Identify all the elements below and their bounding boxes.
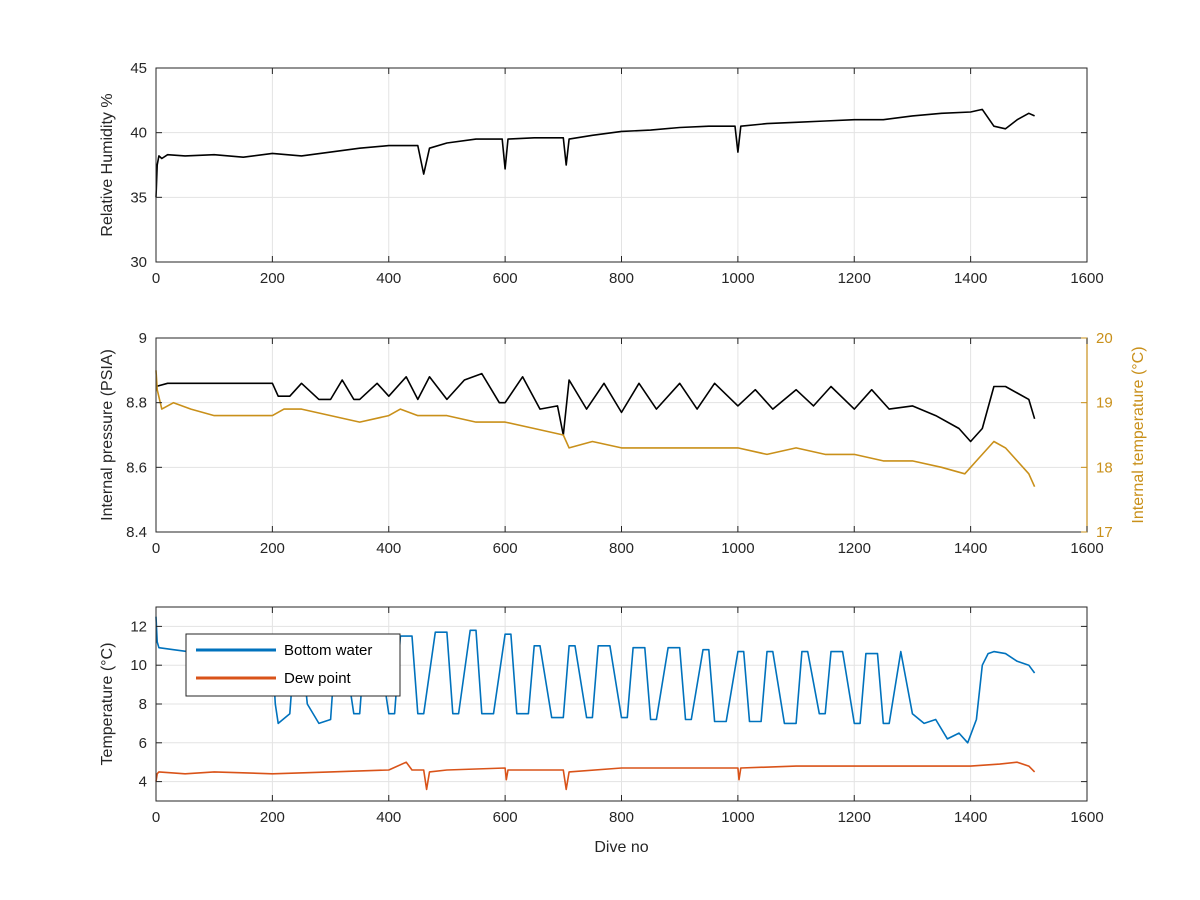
chart-panel-bottom: 0 200 400 600 800 1000 1200 1400 1600 4 6 8 10 12 Temp… <box>99 606 1104 856</box>
y-right-tick-label: 19 <box>1096 395 1113 412</box>
x-tick-label: 1000 <box>721 540 754 557</box>
x-tick-label: 1200 <box>838 270 871 287</box>
x-tick-label: 800 <box>609 540 634 557</box>
y-tick-label: 9 <box>139 330 147 347</box>
x-tick-label: 0 <box>152 270 160 287</box>
x-tick-label: 1200 <box>838 809 871 826</box>
x-tick-label: 200 <box>260 809 285 826</box>
x-tick-label: 400 <box>376 540 401 557</box>
y-tick-label: 40 <box>130 125 147 142</box>
x-tick-label: 800 <box>609 809 634 826</box>
x-tick-label: 600 <box>493 540 518 557</box>
y-axis-label: Temperature (°C) <box>99 643 116 766</box>
y-right-tick-label: 20 <box>1096 330 1113 347</box>
x-tick-label: 1400 <box>954 270 987 287</box>
x-tick-label: 0 <box>152 540 160 557</box>
x-tick-label: 1600 <box>1070 809 1103 826</box>
x-tick-label: 400 <box>376 270 401 287</box>
y-tick-label: 8.8 <box>126 395 147 412</box>
series-line-right-axis <box>155 370 1036 488</box>
x-tick-label: 200 <box>260 270 285 287</box>
legend-entry: Dew point <box>284 670 352 687</box>
y-tick-label: 4 <box>139 774 147 791</box>
x-tick-label: 400 <box>376 809 401 826</box>
x-tick-label: 1000 <box>721 270 754 287</box>
series-line-dew-point <box>155 761 1036 791</box>
y-tick-label: 8.4 <box>126 524 147 541</box>
x-tick-label: 1000 <box>721 809 754 826</box>
y-tick-label: 30 <box>130 254 147 271</box>
x-tick-label: 1200 <box>838 540 871 557</box>
y-tick-label: 10 <box>130 657 147 674</box>
x-axis-label: Dive no <box>594 839 648 856</box>
y-tick-label: 35 <box>130 189 147 206</box>
y-tick-label: 8 <box>139 696 147 713</box>
y-axis-label: Relative Humidity % <box>99 93 116 236</box>
x-tick-label: 1600 <box>1070 540 1103 557</box>
x-tick-label: 600 <box>493 809 518 826</box>
y-axis-label: Internal pressure (PSIA) <box>99 349 116 521</box>
x-tick-label: 200 <box>260 540 285 557</box>
y-tick-label: 12 <box>130 618 147 635</box>
series-line-left-axis <box>155 372 1036 443</box>
y-tick-label: 6 <box>139 735 147 752</box>
x-tick-label: 1400 <box>954 809 987 826</box>
y-right-tick-label: 18 <box>1096 459 1113 476</box>
legend: Bottom water Dew point <box>185 633 401 697</box>
y-right-axis-label: Internal temperature (°C) <box>1130 346 1147 523</box>
y-right-tick-label: 17 <box>1096 524 1113 541</box>
chart-panel-middle: 0 200 400 600 800 1000 1200 1400 1600 8.4 8.6 8.8 9 1… <box>99 330 1147 557</box>
chart-panel-top: 0 200 400 600 800 1000 1200 1400 1600 30 35 40 45 Rel… <box>99 60 1104 287</box>
x-tick-label: 800 <box>609 270 634 287</box>
y-tick-label: 8.6 <box>126 459 147 476</box>
x-tick-label: 1400 <box>954 540 987 557</box>
x-tick-label: 0 <box>152 809 160 826</box>
x-tick-label: 1600 <box>1070 270 1103 287</box>
x-tick-label: 600 <box>493 270 518 287</box>
legend-entry: Bottom water <box>284 642 372 659</box>
legend-box <box>185 633 401 697</box>
y-tick-label: 45 <box>130 60 147 77</box>
series-line-main <box>155 108 1035 198</box>
